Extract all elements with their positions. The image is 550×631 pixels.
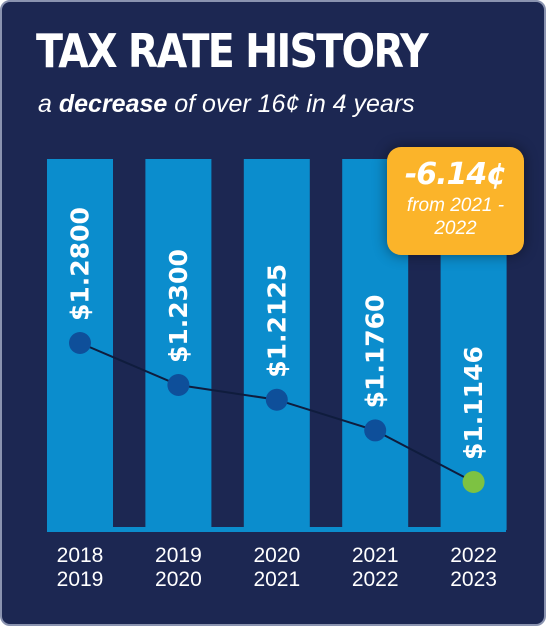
value-label-4: $1.1146: [459, 346, 488, 460]
change-callout: -6.14¢ from 2021 - 2022: [387, 147, 524, 255]
x-tick-label-0-end: 2019: [57, 568, 104, 591]
data-point-2: [265, 388, 288, 411]
value-label-3: $1.1760: [361, 295, 390, 409]
callout-value: -6.14¢: [404, 157, 507, 192]
tax-rate-chart: $1.280020182019$1.230020192020$1.2125202…: [47, 159, 507, 591]
data-point-0: [69, 332, 91, 354]
x-tick-label-0-start: 2018: [57, 544, 104, 567]
subtitle-emphasis: decrease: [58, 90, 168, 118]
callout-note: from 2021 - 2022: [406, 195, 505, 239]
value-label-1: $1.2300: [164, 249, 193, 363]
x-tick-label-2-start: 2020: [253, 544, 300, 567]
x-tick-label-4-end: 2023: [450, 568, 497, 591]
value-label-2: $1.2125: [262, 264, 291, 378]
bar-1: [145, 159, 212, 530]
chart-title: TAX RATE HISTORY: [36, 24, 429, 78]
subtitle-rest: of over 16¢ in 4 years: [167, 90, 415, 118]
x-tick-label-1-start: 2019: [155, 544, 202, 567]
chart-subtitle: a decrease of over 16¢ in 4 years: [38, 90, 415, 119]
x-tick-label-3-start: 2021: [352, 544, 399, 567]
value-label-0: $1.2800: [66, 207, 95, 321]
x-tick-label-2-end: 2021: [253, 568, 300, 591]
x-tick-label-3-end: 2022: [352, 568, 399, 591]
x-tick-label-4-start: 2022: [450, 544, 497, 567]
data-point-4: [462, 471, 485, 493]
subtitle-lead: a: [38, 90, 59, 118]
data-point-1: [167, 374, 190, 397]
x-tick-label-1-end: 2020: [155, 568, 202, 591]
bar-2: [243, 159, 310, 530]
data-point-3: [364, 419, 387, 442]
